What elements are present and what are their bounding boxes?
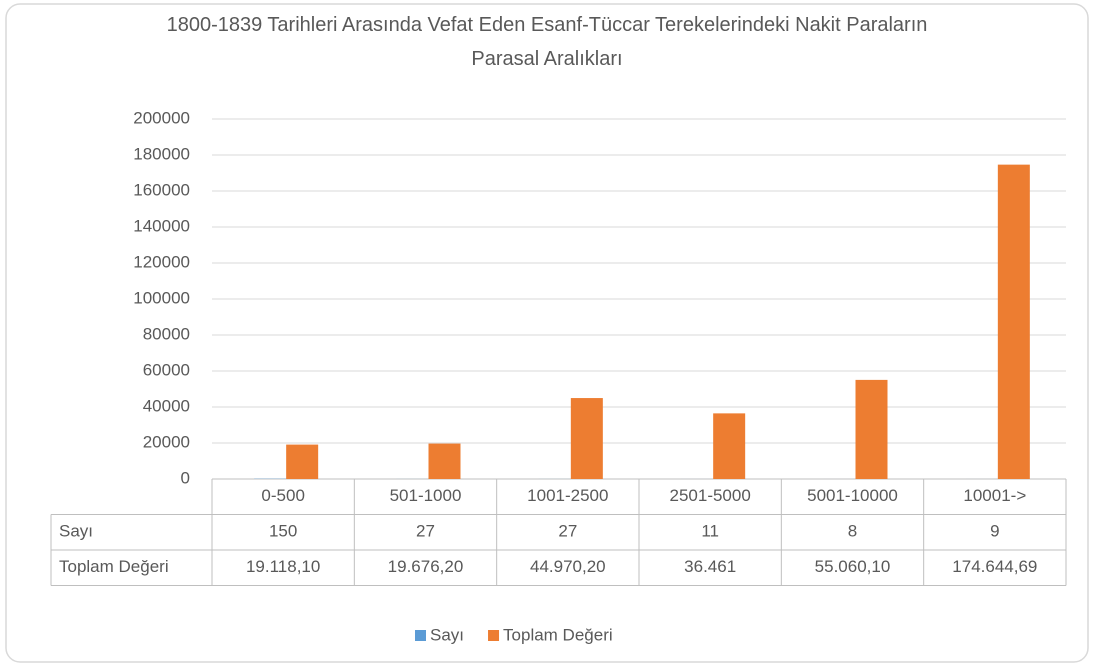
x-tick-label: 501-1000 xyxy=(390,486,462,505)
legend-swatch xyxy=(415,630,426,641)
table-row-label: Toplam Değeri xyxy=(59,557,169,576)
table-cell: 44.970,20 xyxy=(530,557,606,576)
x-tick-label: 10001-> xyxy=(963,486,1026,505)
y-tick-label: 120000 xyxy=(133,252,190,271)
y-tick-label: 40000 xyxy=(143,396,190,415)
table-cell: 19.118,10 xyxy=(246,557,320,576)
y-tick-label: 20000 xyxy=(143,432,190,451)
legend-label: Sayı xyxy=(430,625,464,644)
bar xyxy=(855,379,888,479)
table-cell: 19.676,20 xyxy=(388,557,464,576)
x-tick-label: 2501-5000 xyxy=(670,486,751,505)
y-tick-label: 100000 xyxy=(133,288,190,307)
chart-border xyxy=(5,3,1089,663)
table-cell: 27 xyxy=(416,522,435,541)
bar xyxy=(713,413,746,479)
y-tick-label: 160000 xyxy=(133,180,190,199)
y-tick-label: 60000 xyxy=(143,360,190,379)
table-cell: 9 xyxy=(990,522,999,541)
bar xyxy=(286,444,319,479)
table-cell: 8 xyxy=(848,522,857,541)
legend-label: Toplam Değeri xyxy=(503,625,613,644)
x-tick-label: 1001-2500 xyxy=(527,486,608,505)
y-tick-label: 140000 xyxy=(133,216,190,235)
table-cell: 27 xyxy=(558,522,577,541)
x-tick-label: 0-500 xyxy=(261,486,304,505)
table-row-label: Sayı xyxy=(59,522,93,541)
table-cell: 36.461 xyxy=(684,557,736,576)
table-cell: 174.644,69 xyxy=(952,557,1037,576)
y-tick-label: 0 xyxy=(181,468,190,487)
y-tick-label: 200000 xyxy=(133,108,190,127)
bar xyxy=(428,443,461,479)
x-tick-label: 5001-10000 xyxy=(807,486,898,505)
bar xyxy=(570,398,603,479)
table-cell: 11 xyxy=(701,522,719,541)
table-cell: 150 xyxy=(269,522,297,541)
legend-swatch xyxy=(488,630,500,641)
bar xyxy=(997,164,1030,479)
table-cell: 55.060,10 xyxy=(815,557,891,576)
y-tick-label: 180000 xyxy=(133,144,190,163)
y-tick-label: 80000 xyxy=(143,324,190,343)
chart-title: 1800-1839 Tarihleri Arasında Vefat Eden … xyxy=(166,14,928,70)
